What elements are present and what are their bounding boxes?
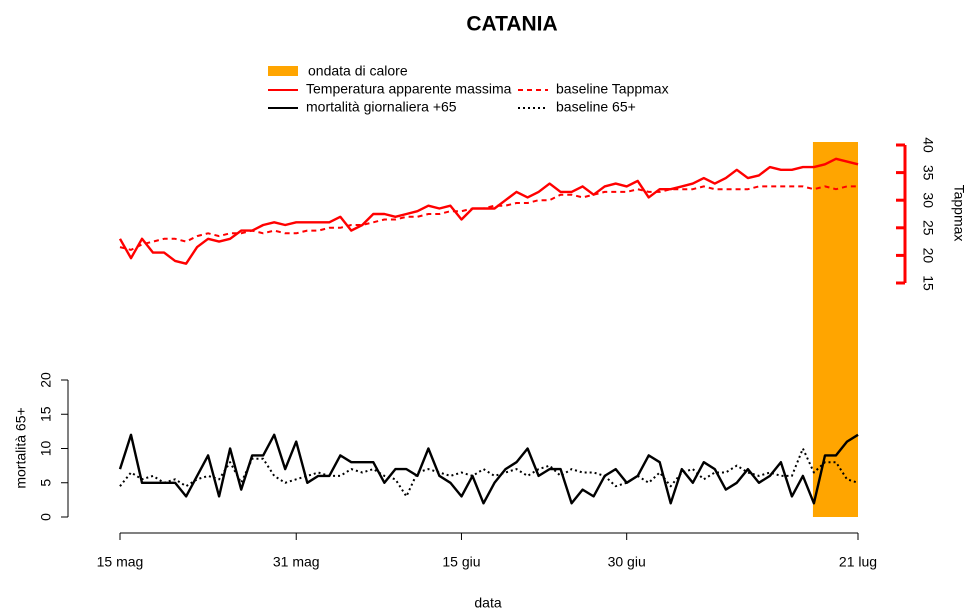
legend-swatch bbox=[268, 66, 298, 76]
legend-label: baseline Tappmax bbox=[556, 81, 669, 97]
y2-tick-label: 25 bbox=[920, 220, 936, 236]
series-line bbox=[118, 157, 859, 265]
x-tick-label: 15 giu bbox=[442, 554, 480, 570]
x-axis-label: data bbox=[474, 595, 501, 611]
legend-label: ondata di calore bbox=[308, 63, 408, 79]
heatwave-band bbox=[812, 142, 858, 517]
y2-tick-label: 15 bbox=[920, 275, 936, 291]
y-axis-label: mortalità 65+ bbox=[13, 407, 29, 488]
legend-label: Temperatura apparente massima bbox=[306, 81, 512, 97]
y2-tick-label: 20 bbox=[920, 248, 936, 264]
y-tick-label: 5 bbox=[38, 479, 54, 487]
legend-label: baseline 65+ bbox=[556, 99, 636, 115]
series-line bbox=[118, 433, 859, 505]
y-tick-label: 20 bbox=[38, 372, 54, 388]
series-line bbox=[119, 447, 859, 498]
x-tick-label: 31 mag bbox=[273, 554, 320, 570]
y2-tick-label: 40 bbox=[920, 137, 936, 153]
series-line bbox=[119, 185, 858, 251]
x-tick-label: 15 mag bbox=[97, 554, 144, 570]
legend-label: mortalità giornaliera +65 bbox=[306, 99, 457, 115]
y2-axis-label: Tappmax bbox=[951, 185, 967, 242]
y-tick-label: 15 bbox=[38, 406, 54, 422]
x-tick-label: 30 giu bbox=[608, 554, 646, 570]
y-tick-label: 0 bbox=[38, 513, 54, 521]
y2-tick-label: 30 bbox=[920, 192, 936, 208]
x-tick-label: 21 lug bbox=[839, 554, 877, 570]
chart-title: CATANIA bbox=[466, 13, 557, 36]
y2-tick-label: 35 bbox=[920, 165, 936, 181]
y-tick-label: 10 bbox=[38, 441, 54, 457]
